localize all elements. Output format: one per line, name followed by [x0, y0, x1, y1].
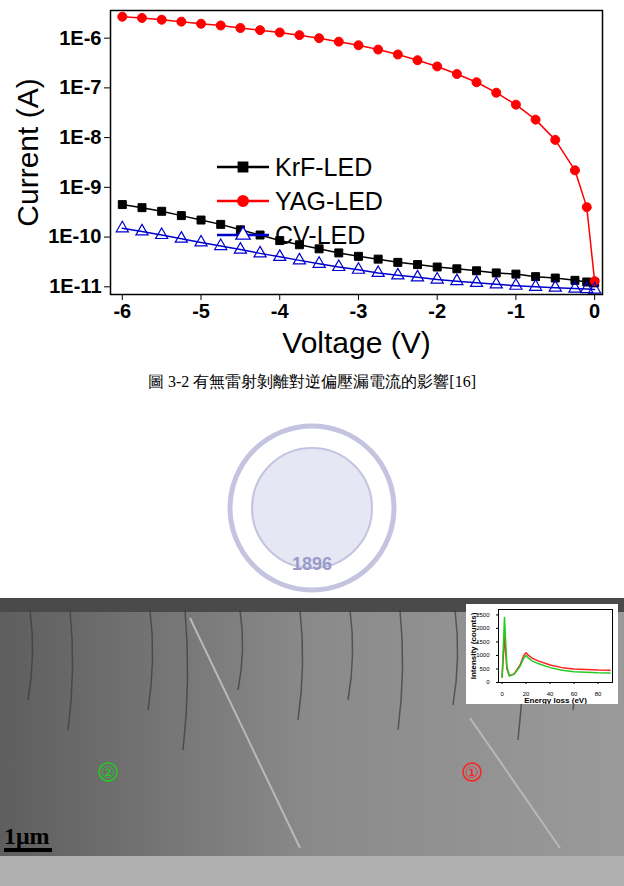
svg-text:①: ① [465, 763, 479, 782]
html-text:圖 3-2 有無雷射剝離對逆偏壓漏電流的影響[16]: 圖 3-2 有無雷射剝離對逆偏壓漏電流的影響[16] [148, 373, 476, 390]
svg-text:40: 40 [546, 690, 554, 697]
svg-text:-1: -1 [507, 300, 525, 322]
svg-text:500: 500 [479, 666, 490, 672]
svg-text:1E-10: 1E-10 [48, 225, 101, 247]
svg-text:2500: 2500 [476, 612, 490, 618]
svg-text:0: 0 [589, 300, 600, 322]
svg-text:1E-7: 1E-7 [59, 76, 101, 98]
svg-text:1500: 1500 [476, 639, 490, 645]
svg-text:0: 0 [486, 679, 490, 685]
svg-text:1E-9: 1E-9 [59, 176, 101, 198]
html-text:KrF-LED: KrF-LED [275, 152, 373, 181]
svg-text:Voltage (V): Voltage (V) [282, 326, 430, 359]
svg-text:1E-11: 1E-11 [49, 275, 101, 297]
svg-text:60: 60 [570, 690, 578, 697]
svg-text:1E-8: 1E-8 [59, 126, 101, 148]
svg-text:-3: -3 [350, 300, 368, 322]
svg-text:Current (A): Current (A) [11, 78, 44, 226]
svg-text:1E-6: 1E-6 [59, 27, 101, 49]
svg-text:-4: -4 [271, 300, 290, 322]
svg-text:20: 20 [522, 690, 530, 697]
svg-text:-2: -2 [428, 300, 446, 322]
svg-text:1000: 1000 [476, 652, 490, 658]
svg-text:-5: -5 [192, 300, 210, 322]
svg-text:1896: 1896 [292, 554, 332, 574]
svg-text:②: ② [101, 763, 115, 782]
svg-text:2000: 2000 [476, 625, 490, 631]
svg-text:Energy loss (eV): Energy loss (eV) [524, 696, 587, 705]
svg-text:1μm: 1μm [4, 823, 50, 849]
html-text:CV-LED: CV-LED [275, 220, 366, 249]
svg-text:Intensity (counts): Intensity (counts) [469, 612, 478, 679]
svg-text:0: 0 [500, 691, 504, 697]
svg-text:-6: -6 [113, 300, 131, 322]
html-text:YAG-LED: YAG-LED [275, 186, 383, 215]
svg-text:80: 80 [595, 691, 602, 697]
